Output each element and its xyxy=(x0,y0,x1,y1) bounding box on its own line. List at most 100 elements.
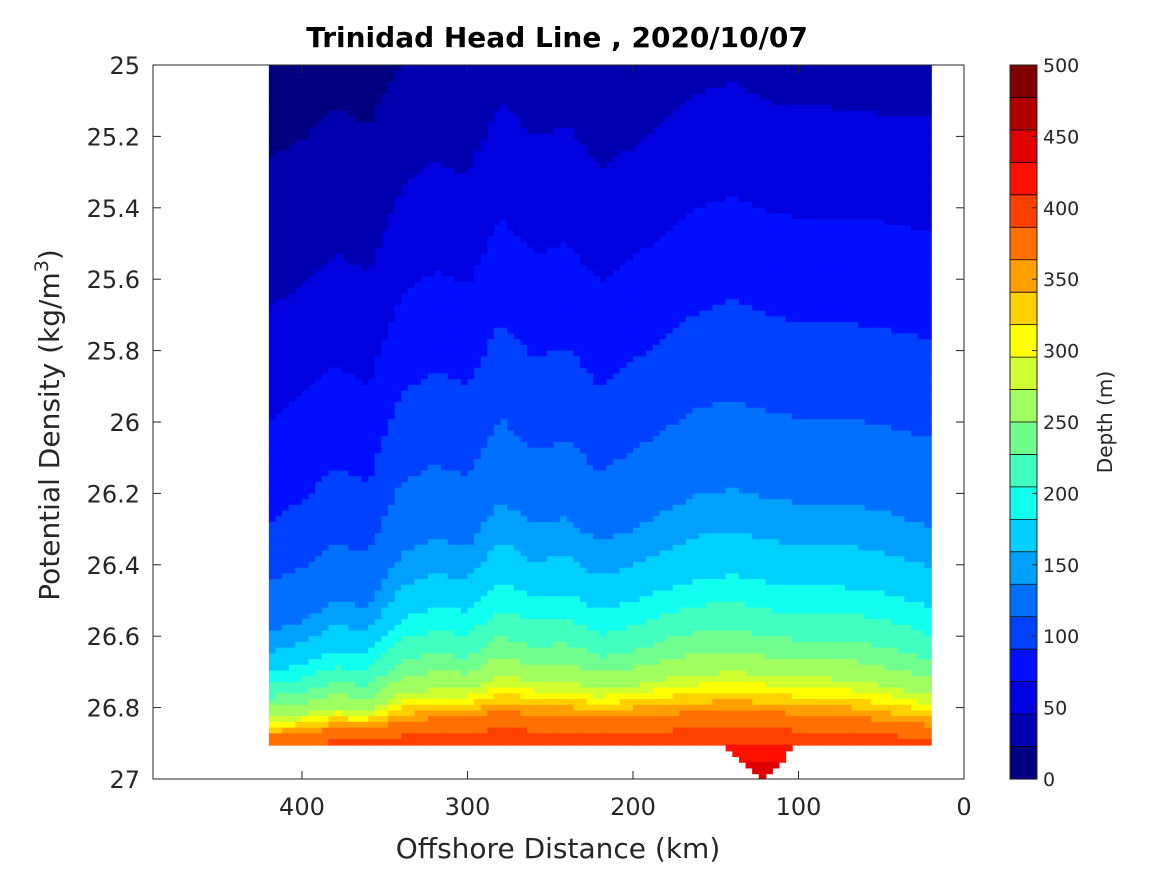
contour-cell xyxy=(381,704,389,712)
contour-cell xyxy=(348,550,356,558)
contour-cell xyxy=(335,213,343,221)
contour-cell xyxy=(381,247,389,255)
contour-cell xyxy=(335,327,343,335)
contour-cell xyxy=(500,179,509,186)
contour-cell xyxy=(527,693,535,700)
contour-cell xyxy=(474,436,482,443)
contour-cell xyxy=(321,173,330,181)
contour-cell xyxy=(354,681,363,689)
contour-cell xyxy=(388,70,396,78)
contour-cell xyxy=(388,327,396,335)
contour-cell xyxy=(348,739,356,746)
contour-cell xyxy=(540,447,548,455)
contour-cell xyxy=(295,219,303,226)
contour-cell xyxy=(268,659,277,666)
contour-cell xyxy=(275,99,283,106)
contour-cell xyxy=(368,619,376,626)
contour-cell xyxy=(507,299,515,306)
contour-cell xyxy=(414,567,423,575)
contour-cell xyxy=(460,533,469,540)
contour-cell xyxy=(288,276,297,283)
contour-cell xyxy=(513,573,522,580)
contour-cell xyxy=(527,93,535,101)
contour-cell xyxy=(520,441,528,449)
contour-cell xyxy=(268,664,277,672)
contour-cell xyxy=(480,65,489,72)
contour-cell xyxy=(507,253,515,261)
contour-cell xyxy=(354,179,363,186)
contour-cell xyxy=(315,699,323,706)
contour-cell xyxy=(321,350,330,358)
contour-cell xyxy=(427,499,436,506)
contour-cell xyxy=(295,539,303,546)
contour-cell xyxy=(361,659,370,666)
contour-cell xyxy=(288,727,297,735)
contour-cell xyxy=(374,704,383,712)
contour-cell xyxy=(493,362,502,369)
contour-cell xyxy=(460,704,469,712)
contour-cell xyxy=(520,556,528,563)
contour-cell xyxy=(527,550,535,558)
contour-cell xyxy=(467,327,475,335)
contour-cell xyxy=(388,196,396,203)
contour-cell xyxy=(507,647,515,655)
contour-cell xyxy=(474,362,482,369)
contour-cell xyxy=(368,287,376,295)
contour-cell xyxy=(513,270,522,278)
contour-cell xyxy=(282,681,290,689)
contour-cell xyxy=(381,230,389,238)
contour-cell xyxy=(460,476,469,483)
contour-cell xyxy=(480,264,489,272)
contour-cell xyxy=(361,344,370,352)
contour-cell xyxy=(321,144,330,152)
contour-cell xyxy=(301,727,310,735)
contour-cell xyxy=(328,481,336,489)
contour-cell xyxy=(275,727,283,735)
contour-cell xyxy=(427,636,436,643)
contour-cell xyxy=(348,487,356,495)
contour-cell xyxy=(480,310,489,318)
contour-cell xyxy=(440,379,449,386)
contour-cell xyxy=(447,65,456,72)
contour-cell xyxy=(447,219,456,226)
contour-cell xyxy=(354,527,363,535)
contour-cell xyxy=(487,693,495,700)
contour-cell xyxy=(540,430,548,438)
contour-cell xyxy=(308,327,317,335)
contour-cell xyxy=(328,322,336,329)
contour-cell xyxy=(520,493,528,501)
contour-cell xyxy=(328,630,336,638)
contour-cell xyxy=(354,413,363,421)
contour-cell xyxy=(275,596,283,603)
contour-cell xyxy=(407,550,416,558)
contour-cell xyxy=(381,441,389,449)
contour-cell xyxy=(540,70,548,78)
contour-cell xyxy=(381,601,389,609)
contour-cell xyxy=(288,202,297,209)
contour-cell xyxy=(500,493,509,501)
contour-cell xyxy=(282,630,290,638)
contour-cell xyxy=(301,504,310,512)
contour-cell xyxy=(487,282,495,289)
contour-cell xyxy=(500,264,509,272)
contour-cell xyxy=(467,624,475,632)
contour-cell xyxy=(368,464,376,472)
contour-cell xyxy=(487,619,495,626)
contour-cell xyxy=(328,316,336,323)
contour-cell xyxy=(361,641,370,649)
contour-cell xyxy=(335,184,343,192)
contour-cell xyxy=(388,207,396,215)
contour-cell xyxy=(368,82,376,89)
contour-cell xyxy=(275,122,283,129)
contour-cell xyxy=(335,373,343,381)
contour-cell xyxy=(315,167,323,175)
contour-cell xyxy=(440,641,449,649)
contour-cell xyxy=(434,339,442,346)
contour-cell xyxy=(368,596,376,603)
contour-cell xyxy=(533,230,542,238)
contour-cell xyxy=(474,133,482,141)
contour-cell xyxy=(288,293,297,301)
contour-cell xyxy=(315,162,323,169)
contour-cell xyxy=(275,601,283,609)
contour-cell xyxy=(354,402,363,409)
